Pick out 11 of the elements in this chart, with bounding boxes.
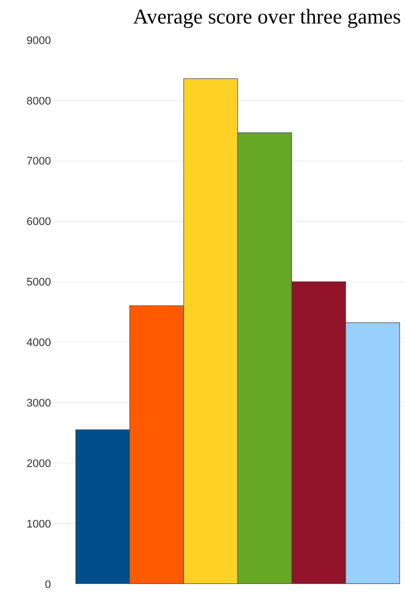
y-tick-label: 1000 bbox=[26, 518, 51, 530]
y-tick-label: 9000 bbox=[26, 34, 51, 47]
y-tick-label: 4000 bbox=[26, 337, 51, 350]
y-tick-label: 0 bbox=[44, 578, 51, 591]
y-tick-label: 7000 bbox=[26, 156, 51, 168]
y-tick-label: 8000 bbox=[26, 95, 51, 108]
y-tick-label: 2000 bbox=[26, 458, 51, 470]
y-tick-label: 6000 bbox=[26, 216, 51, 228]
y-tick-label: 5000 bbox=[26, 276, 51, 289]
y-tick-label: 3000 bbox=[26, 398, 51, 410]
chart-title: Average score over three games bbox=[133, 4, 401, 29]
